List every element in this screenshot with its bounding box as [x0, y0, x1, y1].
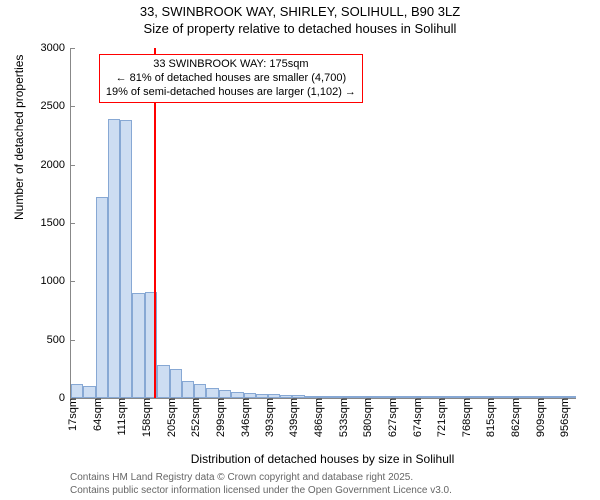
x-tick-label: 486sqm — [309, 398, 325, 437]
histogram-bar — [132, 293, 145, 398]
x-tick-label: 909sqm — [531, 398, 547, 437]
x-tick-label: 346sqm — [236, 398, 252, 437]
annotation-title: 33 SWINBROOK WAY: 175sqm — [106, 58, 356, 72]
plot-area: 050010001500200025003000 17sqm64sqm111sq… — [70, 48, 576, 399]
y-tick-label: 1000 — [41, 275, 71, 287]
annotation-box: 33 SWINBROOK WAY: 175sqm ← 81% of detach… — [99, 54, 363, 103]
histogram-bar — [170, 369, 182, 398]
x-tick-label: 768sqm — [457, 398, 473, 437]
x-tick-label: 17sqm — [63, 398, 79, 431]
x-tick-label: 674sqm — [408, 398, 424, 437]
y-tick-label: 1500 — [41, 217, 71, 229]
x-tick-label: 64sqm — [88, 398, 104, 431]
x-tick-label: 393sqm — [260, 398, 276, 437]
chart-container: 33, SWINBROOK WAY, SHIRLEY, SOLIHULL, B9… — [0, 0, 600, 500]
attribution-text: Contains HM Land Registry data © Crown c… — [70, 471, 452, 497]
x-tick-label: 299sqm — [211, 398, 227, 437]
title-area: 33, SWINBROOK WAY, SHIRLEY, SOLIHULL, B9… — [0, 0, 600, 38]
x-tick-label: 627sqm — [383, 398, 399, 437]
x-tick-label: 956sqm — [555, 398, 571, 437]
x-tick-label: 721sqm — [432, 398, 448, 437]
x-tick-label: 439sqm — [284, 398, 300, 437]
x-tick-label: 158sqm — [137, 398, 153, 437]
page-subtitle: Size of property relative to detached ho… — [0, 21, 600, 38]
x-tick-label: 111sqm — [112, 398, 128, 436]
histogram-bar — [206, 388, 219, 399]
histogram-bar — [182, 381, 195, 399]
credit-line-2: Contains public sector information licen… — [70, 484, 452, 497]
x-tick-label: 815sqm — [481, 398, 497, 437]
annotation-line-larger: 19% of semi-detached houses are larger (… — [106, 86, 356, 100]
histogram-bar — [83, 386, 96, 398]
y-tick-label: 2000 — [41, 159, 71, 171]
page-title: 33, SWINBROOK WAY, SHIRLEY, SOLIHULL, B9… — [0, 4, 600, 21]
y-tick-label: 3000 — [41, 42, 71, 54]
y-tick-label: 500 — [47, 334, 71, 346]
histogram-bar — [108, 119, 121, 398]
x-tick-label: 252sqm — [186, 398, 202, 437]
y-tick-label: 2500 — [41, 100, 71, 112]
histogram-bar — [219, 390, 231, 398]
x-tick-label: 533sqm — [334, 398, 350, 437]
x-axis-label: Distribution of detached houses by size … — [70, 452, 575, 466]
histogram-bar — [157, 365, 170, 398]
histogram-bar — [71, 384, 83, 398]
annotation-line-smaller: ← 81% of detached houses are smaller (4,… — [106, 72, 356, 86]
x-tick-label: 580sqm — [358, 398, 374, 437]
credit-line-1: Contains HM Land Registry data © Crown c… — [70, 471, 452, 484]
histogram-bar — [194, 384, 206, 398]
histogram-bar — [96, 197, 108, 398]
y-axis-label: Number of detached properties — [12, 55, 26, 220]
x-tick-label: 205sqm — [162, 398, 178, 437]
histogram-bar — [120, 120, 132, 398]
x-tick-label: 862sqm — [506, 398, 522, 437]
